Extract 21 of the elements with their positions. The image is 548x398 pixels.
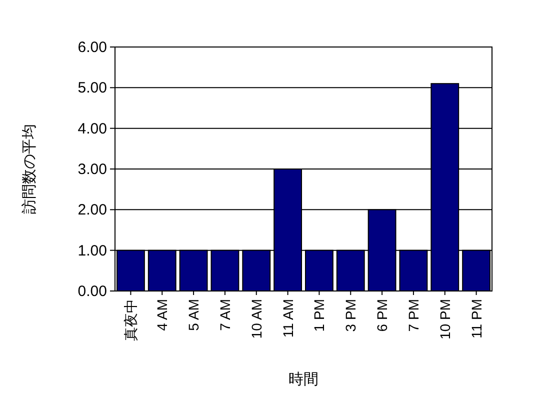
x-tick-label: 真夜中 [122, 299, 139, 341]
y-axis-title: 訪問数の平均 [21, 124, 38, 214]
x-tick-label: 10 AM [248, 299, 264, 339]
y-tick-label: 6.00 [78, 39, 107, 56]
y-tick-label: 2.00 [78, 202, 107, 219]
y-tick-label: 0.00 [78, 283, 107, 300]
x-tick-label: 5 AM [186, 299, 202, 331]
y-tick-label: 5.00 [78, 80, 107, 97]
x-tick-label: 11 AM [280, 299, 296, 338]
y-tick-label: 4.00 [78, 120, 107, 138]
x-tick-label: 11 PM [468, 299, 484, 338]
y-tick-label: 1.00 [78, 242, 107, 260]
x-tick-label: 7 PM [405, 299, 422, 332]
y-tick-label: 3.00 [78, 161, 107, 178]
x-tick-label: 1 PM [311, 299, 328, 332]
x-axis-title: 時間 [288, 371, 318, 388]
x-tick-label: 7 AM [216, 299, 233, 331]
x-tick-label: 4 AM [154, 299, 170, 331]
x-tick-label: 6 PM [374, 299, 390, 332]
x-tick-label: 3 PM [342, 299, 359, 332]
x-tick-label: 10 PM [436, 299, 453, 340]
